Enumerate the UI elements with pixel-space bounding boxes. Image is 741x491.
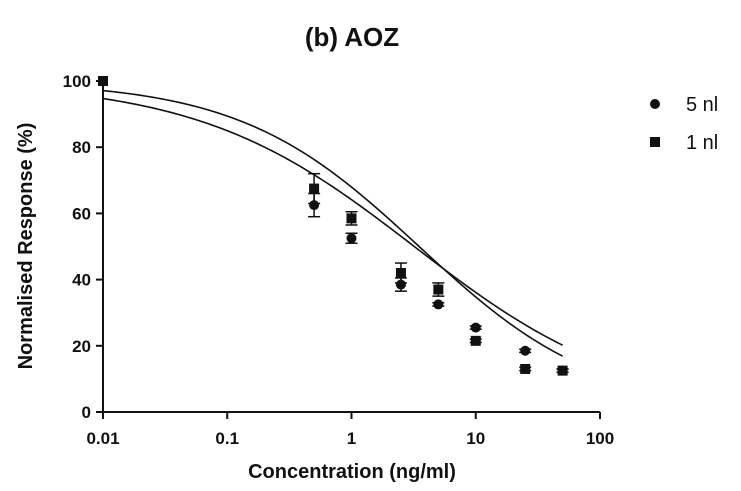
fit-curve-series-2 [102,89,563,357]
data-point-series-2 [520,363,531,374]
y-tick-label: 40 [72,271,91,290]
y-tick-label: 80 [72,138,91,157]
data-point-series-1 [309,200,320,211]
x-tick-label: 10 [466,429,485,448]
legend-label-series-2: 1 nl [686,132,718,154]
data-point-series-2 [395,267,406,278]
data-point-series-2 [470,335,481,346]
fit-curves [102,89,563,357]
data-point-series-1 [395,279,406,290]
axes [102,81,600,413]
x-tick-label: 1 [347,429,356,448]
x-axis-label: Concentration (ng/ml) [248,461,456,483]
y-tick-label: 20 [72,337,91,356]
y-axis-ticks: 0 20 40 60 80 100 [63,72,103,422]
data-point-series-2 [557,365,568,376]
fit-curve-series-1 [102,97,563,346]
error-bars [308,172,569,374]
x-axis-ticks: 0.01 0.1 1 10 100 [86,412,614,448]
data-point-series-1 [520,345,531,356]
x-tick-label: 0.1 [215,429,239,448]
legend-label-series-1: 5 nl [686,94,718,116]
y-tick-label: 0 [82,403,91,422]
data-points [98,76,568,376]
y-axis-label: Normalised Response (%) [15,123,37,370]
legend-marker-series-2 [650,137,660,147]
y-tick-label: 100 [63,72,91,91]
legend-marker-series-1 [650,99,660,109]
legend: 5 nl 1 nl [650,94,718,154]
data-point-series-1 [470,322,481,333]
x-tick-label: 100 [586,429,614,448]
y-tick-label: 60 [72,204,91,223]
data-point-series-1 [346,233,357,244]
x-tick-label: 0.01 [86,429,119,448]
chart-title: (b) AOZ [305,22,399,52]
data-point-series-2 [433,284,444,295]
data-point-series-1 [433,299,444,310]
data-point-series-2 [346,213,357,224]
data-point-series-2 [309,183,320,194]
data-point-series-2 [98,76,108,86]
